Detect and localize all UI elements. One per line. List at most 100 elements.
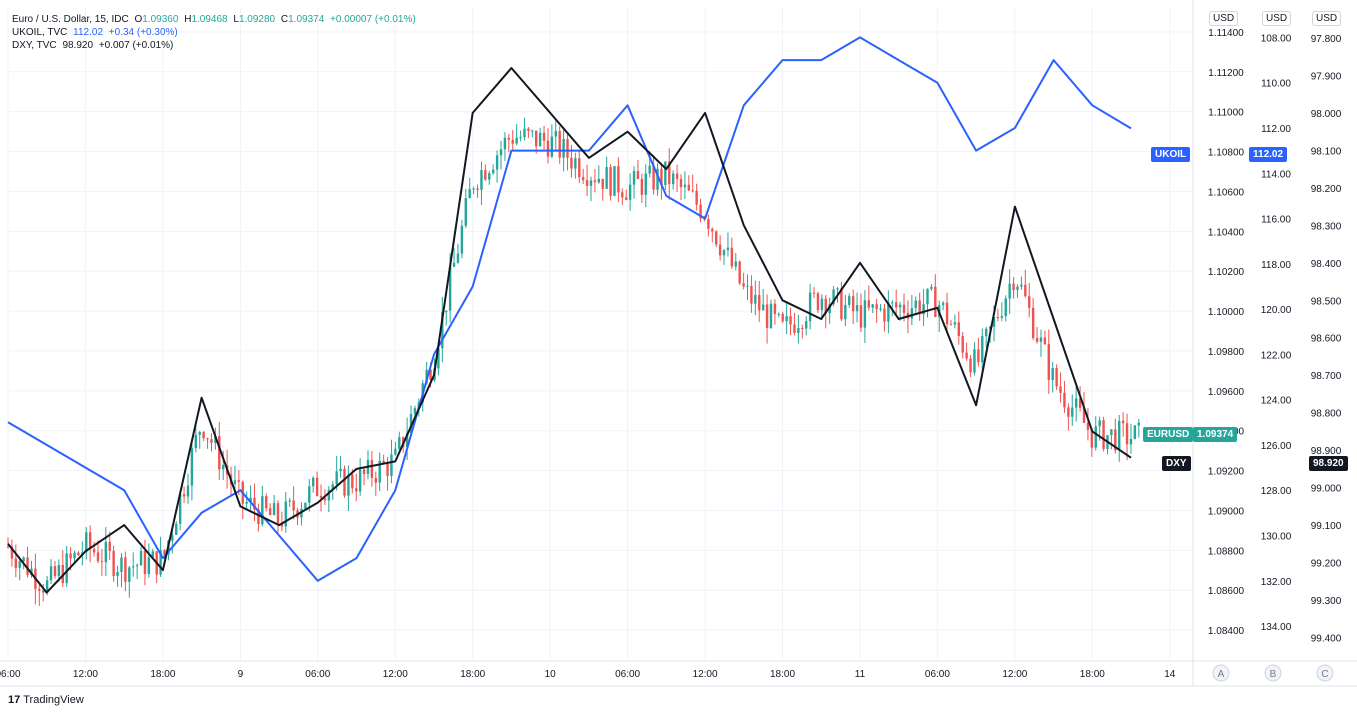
eurusd-candle-body <box>644 173 647 195</box>
eurusd-candle-body <box>1114 429 1117 451</box>
eurusd-candle-body <box>523 128 526 138</box>
eurusd-candle-body <box>769 303 773 329</box>
eurusd-candle-body <box>472 188 475 190</box>
tradingview-logo-icon: 17 <box>8 694 21 706</box>
eurusd-candle-body <box>507 137 511 140</box>
x-tick-label: 11 <box>855 669 866 680</box>
eurusd-candle-body <box>464 198 467 226</box>
eurusd-candle-body <box>456 253 460 263</box>
eurusd-candle-body <box>840 288 843 320</box>
eurusd-candle-body <box>382 460 385 464</box>
scale-c-tick-label: 99.400 <box>1311 634 1342 645</box>
x-tick-label: 14 <box>1164 669 1176 680</box>
eurusd-candle-body <box>468 189 471 199</box>
scale-b-tick-label: 112.00 <box>1261 124 1291 135</box>
eurusd-candle-body <box>1121 420 1125 424</box>
scale-c-tick-label: 98.000 <box>1311 109 1342 120</box>
eurusd-candle-body <box>159 550 162 575</box>
eurusd-candle-body <box>898 304 902 308</box>
eurusd-candle-body <box>495 155 499 170</box>
eurusd-candle-body <box>1125 423 1129 445</box>
plot-area <box>6 36 1140 606</box>
scale-a-tick-label: 1.11400 <box>1208 28 1244 39</box>
eurusd-candle-body <box>824 298 827 314</box>
eurusd-candle-body <box>621 192 624 198</box>
eurusd-candle-body <box>781 313 784 322</box>
scale-b-tick-label: 130.00 <box>1261 531 1292 542</box>
eurusd-candle-body <box>675 173 679 179</box>
eurusd-candle-body <box>1059 386 1062 393</box>
scale-b-tick-label: 110.00 <box>1261 79 1291 90</box>
axes: 1.11400 1.11200 1.11000 1.10800 1.10600 1.104… <box>0 0 1357 687</box>
scale-c-toggle[interactable] <box>1316 664 1334 682</box>
legend-ukoil-value: 112.02 <box>73 27 104 38</box>
legend-dxy-change: +0.007 (+0.01%) <box>98 40 174 51</box>
eurusd-candle-body <box>374 477 377 483</box>
legend-ukoil-symbol: UKOIL, TVC <box>12 27 68 38</box>
eurusd-candle-body <box>738 261 741 284</box>
legend-main-low: L1.09280 <box>233 14 275 25</box>
eurusd-candle-body <box>222 465 225 470</box>
eurusd-candle-body <box>1000 316 1004 318</box>
eurusd-candle-body <box>30 568 33 575</box>
eurusd-candle-body <box>718 244 722 256</box>
eurusd-candle-body <box>1016 286 1019 291</box>
eurusd-candle-body <box>120 557 123 572</box>
eurusd-candle-body <box>92 548 96 553</box>
scale-b-currency-button[interactable]: USD <box>1262 11 1292 26</box>
eurusd-candle-body <box>1035 338 1039 342</box>
x-tick-label: 12:00 <box>383 669 408 680</box>
x-tick-label: 18:00 <box>150 669 175 680</box>
eurusd-candle-body <box>194 434 198 449</box>
eurusd-candle-body <box>304 502 307 509</box>
scale-a-tick-label: 1.09800 <box>1208 347 1245 358</box>
eurusd-candle-body <box>996 316 1000 318</box>
eurusd-candle-body <box>945 302 949 325</box>
footer-brand[interactable]: TradingView <box>23 694 84 706</box>
eurusd-candle-body <box>18 561 21 568</box>
eurusd-candle-body <box>1031 307 1035 339</box>
eurusd-candle-body <box>699 204 702 219</box>
x-tick-label: 18:00 <box>1080 669 1105 680</box>
eurusd-candle-body <box>49 566 53 581</box>
scale-c-currency-button[interactable]: USD <box>1312 11 1342 26</box>
eurusd-candle-body <box>820 298 824 311</box>
scale-b-tick-label: 124.00 <box>1261 396 1292 407</box>
x-tick-label: 06:00 <box>615 669 640 680</box>
eurusd-candle-body <box>707 219 710 229</box>
eurusd-candle-body <box>53 566 57 577</box>
eurusd-candle-body <box>808 292 812 322</box>
scale-a-tick-label: 1.11000 <box>1208 108 1244 119</box>
eurusd-candle-body <box>711 228 714 232</box>
scale-a-tick-label: 1.11200 <box>1208 68 1244 79</box>
eurusd-candle-body <box>96 552 100 562</box>
scale-c-tick-label: 97.900 <box>1311 71 1342 82</box>
eurusd-candle-body <box>601 178 604 189</box>
eurusd-candle-body <box>132 566 135 568</box>
eurusd-candle-body <box>773 303 777 315</box>
eurusd-candle-body <box>214 436 217 443</box>
eurusd-candle-body <box>210 439 213 443</box>
eurusd-candle-body <box>1063 392 1066 408</box>
eurusd-candle-body <box>777 313 781 315</box>
scale-c-tick-label: 99.300 <box>1311 596 1342 607</box>
eurusd-candle-body <box>1047 344 1050 380</box>
scale-b-tick-label: 120.00 <box>1261 305 1292 316</box>
eurusd-candle-body <box>394 448 397 455</box>
eurusd-candle-body <box>730 247 734 267</box>
eurusd-candle-body <box>546 140 550 157</box>
scale-a-currency-button[interactable]: USD <box>1209 11 1239 26</box>
eurusd-candle-body <box>135 565 139 567</box>
chart-legend: Euro / U.S. Dollar, 15, IDC O1.09360 H1.… <box>12 13 419 52</box>
scale-b-toggle[interactable] <box>1264 664 1282 682</box>
eurusd-candle-body <box>754 294 757 304</box>
eurusd-candle-body <box>683 184 687 188</box>
scale-a-toggle[interactable] <box>1212 664 1230 682</box>
eurusd-candle-body <box>1118 420 1121 451</box>
eurusd-candle-body <box>308 486 311 503</box>
eurusd-candle-body <box>65 553 68 584</box>
eurusd-candle-body <box>491 169 495 174</box>
eurusd-candle-body <box>715 231 718 245</box>
eurusd-candle-body <box>984 328 988 337</box>
eurusd-candle-body <box>292 500 295 511</box>
